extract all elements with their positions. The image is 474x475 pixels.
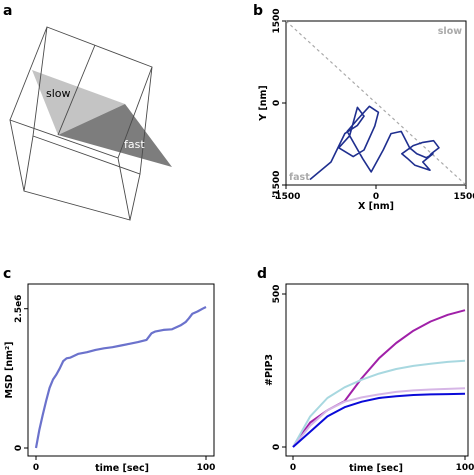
panel-b-xtick-label: 1500: [453, 192, 474, 202]
panel-d-xtick-label: 0: [290, 463, 296, 473]
pip3-series: [292, 309, 466, 448]
panel-c-xlabel: time [sec]: [95, 463, 149, 474]
panel-d-ylabel: #PIP3: [264, 354, 275, 386]
slow-annotation: slow: [438, 26, 462, 37]
panel-b-ytick-label: -1500: [272, 171, 282, 200]
panel-c-plot: 0 100 0 2.5e6 time [sec] MSD [nm²]: [4, 283, 215, 474]
msd-line: [34, 306, 207, 449]
panel-c-ylabel: MSD [nm²]: [4, 342, 15, 399]
panel-c-ytick-label: 0: [14, 445, 24, 451]
panel-d-ytick-label: 0: [272, 444, 282, 450]
panel-d-plot: 0 100 0 500 time [sec] #PIP3: [264, 283, 474, 474]
panel-c-ytick-label: 2.5e6: [14, 295, 24, 323]
fast-annotation: fast: [289, 172, 310, 183]
panel-d-xtick-label: 100: [456, 463, 474, 473]
panel-b-ytick-label: 1500: [272, 8, 282, 33]
pip3-line: [292, 392, 466, 448]
panel-c-label: c: [3, 266, 11, 282]
panel-b-ticks: -1500 0 1500 -1500 0 1500: [272, 8, 474, 202]
panel-d-label: d: [257, 266, 267, 282]
trajectory-line: [309, 105, 440, 181]
msd-series: [34, 306, 207, 449]
panel-c-xtick-label: 0: [33, 463, 39, 473]
slow-region: [32, 70, 125, 135]
diagonal-dashed-line: [285, 20, 467, 186]
slow-label: slow: [46, 87, 71, 100]
panel-c-xtick-label: 100: [197, 463, 216, 473]
panel-b-label: b: [253, 3, 263, 19]
panel-a-label: a: [3, 3, 12, 19]
cube-edges: [9, 26, 153, 221]
pip3-line: [292, 359, 466, 448]
panel-b-xlabel: X [nm]: [358, 201, 394, 212]
fast-label: fast: [124, 138, 145, 151]
panel-b-ytick-label: 0: [272, 100, 282, 106]
fast-region: [58, 104, 172, 167]
panel-d-ticks: 0 100 0 500: [272, 285, 474, 473]
panel-b-plot: -1500 0 1500 -1500 0 1500 slow fast X [nm] Y …: [258, 8, 474, 212]
panel-d-ytick-label: 500: [272, 285, 282, 304]
panel-d-frame: [285, 283, 469, 457]
panel-d-xlabel: time [sec]: [349, 463, 403, 474]
trajectory-series: [309, 105, 440, 181]
cube-diagram: slow fast: [9, 26, 172, 221]
pip3-line: [292, 387, 466, 448]
panel-c-ticks: 0 100 0 2.5e6: [14, 295, 215, 473]
pip3-line: [292, 309, 466, 448]
panel-c-frame: [27, 283, 215, 457]
panel-b-xtick-label: -1500: [272, 192, 301, 202]
panel-b-xtick-label: 0: [373, 192, 379, 202]
panel-b-ylabel: Y [nm]: [258, 85, 269, 122]
